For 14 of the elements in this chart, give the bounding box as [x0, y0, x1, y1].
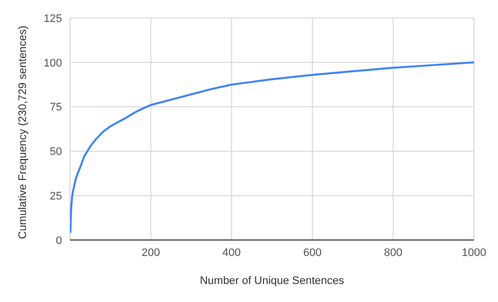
x-tick-label: 800 [384, 246, 402, 259]
x-tick-label: 400 [222, 246, 241, 259]
line-series [70, 61, 474, 234]
y-tick-label: 75 [50, 102, 62, 114]
y-tick-label: 50 [50, 146, 62, 158]
y-tick-label: 100 [44, 57, 62, 70]
x-tick-label: 1000 [462, 246, 486, 259]
y-tick-label: 25 [50, 190, 62, 203]
y-tick-label: 125 [44, 12, 62, 25]
x-tick-label: 200 [142, 246, 160, 259]
y-tick-label: 0 [56, 234, 62, 247]
x-axis-title: Number of Unique Sentences [200, 275, 345, 287]
y-axis-title: Cumulative Frequency (230,729 sentences) [16, 26, 29, 239]
x-tick-label: 600 [303, 246, 322, 259]
